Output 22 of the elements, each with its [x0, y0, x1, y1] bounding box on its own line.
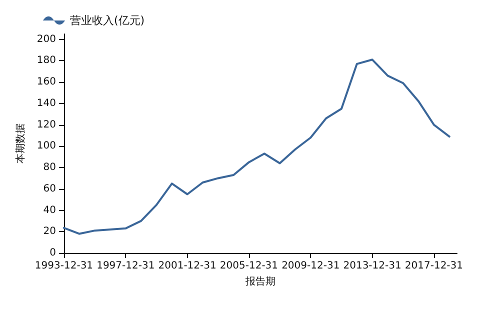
- x-tick-label: 2001-12-31: [158, 260, 216, 272]
- y-axis-title: 本期数据: [14, 124, 26, 164]
- y-tick-label: 60: [43, 183, 56, 194]
- x-tick-label: 2009-12-31: [282, 260, 340, 272]
- y-tick-label: 100: [36, 140, 56, 152]
- y-tick-label: 200: [36, 34, 56, 45]
- y-tick-label: 40: [43, 204, 56, 216]
- x-tick-label: 2017-12-31: [404, 260, 464, 272]
- text: 营业收入(亿元): [70, 14, 145, 27]
- y-tick-label: 180: [36, 55, 56, 66]
- x-tick-label: 2013-12-31: [343, 260, 402, 272]
- y-tick-label: 160: [36, 76, 56, 88]
- y-tick-label: 120: [36, 119, 56, 130]
- y-tick-label: 80: [43, 162, 56, 174]
- x-axis-title: 报告期: [244, 276, 276, 288]
- x-tick-label: 2005-12-31: [220, 260, 278, 272]
- x-tick-label: 1997-12-31: [96, 260, 155, 272]
- line-series: [62, 58, 450, 235]
- y-tick-label: 20: [43, 226, 56, 238]
- y-tick-label: 0: [50, 248, 56, 258]
- x-tick-label: 1993-12-31: [34, 260, 94, 272]
- y-tick-label: 140: [36, 98, 56, 109]
